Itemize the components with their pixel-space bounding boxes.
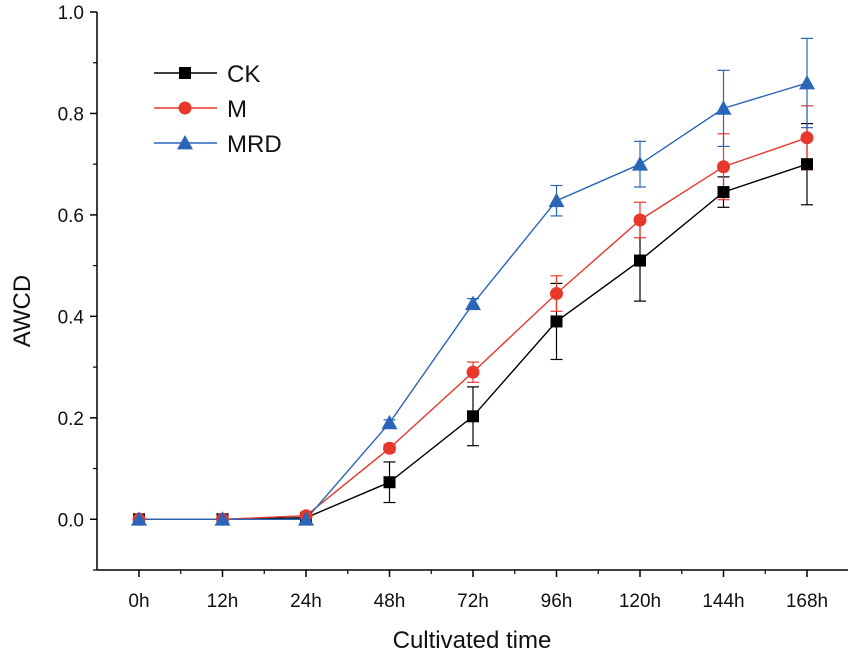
x-tick-label: 0h [128, 591, 149, 612]
legend-label-mrd: MRD [227, 131, 282, 158]
markers [131, 75, 815, 526]
data-point-mrd [548, 192, 565, 208]
data-point-m [383, 441, 396, 455]
y-tick-label: 1.0 [58, 3, 84, 24]
data-point-mrd [632, 156, 648, 171]
x-axis-title: Cultivated time [393, 627, 552, 654]
data-point-ck [634, 254, 646, 267]
series-line-ck [139, 163, 808, 520]
legend: CK M MRD [154, 61, 282, 158]
y-tick-label: 0.2 [58, 409, 84, 430]
y-tick-label: 0.4 [58, 307, 85, 328]
data-point-m [466, 365, 480, 379]
x-tick-label: 72h [457, 591, 489, 612]
data-point-m [633, 213, 647, 227]
data-point-mrd [298, 511, 314, 526]
data-point-ck [717, 186, 730, 199]
data-point-m [800, 131, 814, 145]
y-tick-label: 0.6 [58, 206, 84, 227]
x-tick-label: 24h [290, 591, 322, 612]
legend-marker-ck [179, 67, 191, 79]
x-tick-label: 48h [374, 591, 406, 612]
data-point-mrd [465, 295, 481, 311]
series-line-m [139, 137, 808, 520]
data-point-m [717, 160, 730, 174]
x-tick-label: 12h [207, 591, 239, 612]
data-point-mrd [799, 75, 815, 90]
legend-label-m: M [227, 96, 247, 123]
axes: 0.0 0.2 0.4 0.6 0.8 1.0 0h 12h 24h 48h 72h 96h 120h 1… [58, 3, 848, 612]
data-point-mrd [381, 414, 398, 430]
data-point-mrd [214, 511, 231, 526]
data-point-ck [550, 315, 563, 328]
legend-marker-mrd [177, 135, 193, 150]
legend-label-ck: CK [227, 61, 260, 88]
data-point-ck [383, 476, 396, 489]
data-point-mrd [715, 100, 732, 115]
legend-marker-m [178, 101, 192, 115]
data-point-mrd [131, 511, 147, 526]
data-point-ck [467, 410, 479, 423]
y-axis-title: AWCD [9, 275, 36, 347]
x-tick-label: 168h [786, 591, 828, 612]
data-point-m [550, 287, 563, 301]
data-point-ck [801, 158, 813, 171]
y-tick-label: 0.0 [58, 510, 84, 531]
x-tick-label: 120h [619, 591, 661, 612]
x-tick-label: 96h [541, 591, 573, 612]
x-tick-label: 144h [702, 591, 744, 612]
y-tick-label: 0.8 [58, 104, 84, 125]
